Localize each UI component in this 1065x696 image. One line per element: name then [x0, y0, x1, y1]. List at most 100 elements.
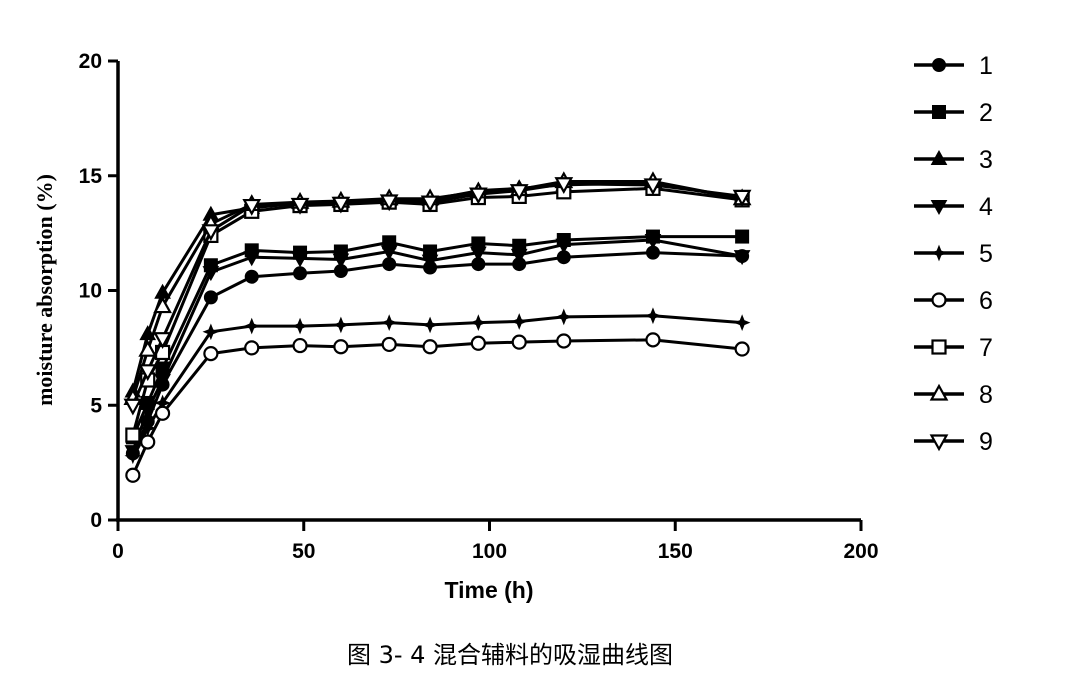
data-point-series-9 [123, 398, 143, 416]
data-point-series-6 [244, 340, 260, 356]
data-point-series-1 [293, 266, 308, 281]
data-point-series-5 [291, 317, 309, 335]
data-point-series-6 [645, 332, 661, 348]
legend-label: 9 [979, 428, 993, 456]
x-axis-title: Time (h) [444, 577, 533, 603]
data-point-series-6 [154, 405, 171, 421]
data-point-series-9 [153, 332, 172, 349]
legend-marker [932, 105, 946, 119]
data-point-series-9 [509, 184, 529, 201]
legend-label: 6 [979, 287, 993, 315]
data-point-series-9 [379, 194, 399, 212]
data-point-series-6 [125, 467, 141, 483]
data-point-series-5 [555, 308, 573, 326]
data-point-series-9 [468, 187, 488, 205]
legend-marker [930, 149, 948, 165]
data-point-series-9 [732, 189, 752, 207]
data-point-series-9 [420, 195, 440, 213]
data-point-series-5 [644, 307, 662, 325]
legend-item-3: 3 [914, 146, 993, 174]
data-point-series-5 [510, 313, 528, 330]
data-point-series-6 [203, 346, 219, 362]
x-tick-label: 200 [843, 540, 878, 563]
data-point-series-6 [422, 339, 438, 355]
data-point-series-4 [202, 266, 220, 282]
legend-label: 7 [979, 334, 993, 362]
data-point-series-6 [556, 333, 572, 349]
data-point-series-8 [138, 339, 158, 357]
series-4 [124, 234, 751, 461]
data-point-series-4 [380, 245, 398, 261]
series-line-5 [131, 314, 743, 457]
x-tick-label: 50 [292, 540, 315, 563]
series-layer [123, 171, 752, 483]
data-point-series-9 [242, 198, 262, 216]
legend-marker [931, 292, 947, 308]
series-line-4 [131, 238, 743, 452]
data-point-series-1 [203, 290, 218, 305]
data-point-series-6 [333, 339, 349, 355]
x-tick-label: 100 [472, 540, 507, 563]
legend-item-1: 1 [914, 52, 993, 80]
y-tick-label: 15 [79, 165, 103, 188]
series-line-9 [131, 182, 743, 406]
legend-marker [929, 434, 949, 452]
y-tick-label: 20 [79, 50, 102, 73]
legend-marker [930, 200, 948, 216]
legend-item-8: 8 [914, 381, 993, 409]
legend-marker [932, 58, 946, 72]
data-point-series-9 [643, 178, 663, 196]
data-point-series-6 [470, 335, 486, 351]
data-point-series-6 [381, 336, 397, 353]
data-point-series-6 [140, 434, 156, 450]
data-point-series-4 [421, 254, 439, 270]
data-point-series-4 [644, 234, 662, 250]
series-line-6 [131, 338, 743, 476]
legend-item-5: 5 [914, 240, 993, 268]
data-point-series-2 [735, 229, 750, 244]
legend-item-9: 9 [914, 428, 993, 456]
data-point-series-4 [555, 238, 573, 254]
y-axis-title: moisture absorption (%) [32, 174, 57, 406]
legend-item-6: 6 [914, 287, 993, 315]
series-9 [123, 177, 752, 416]
data-point-series-5 [421, 316, 439, 334]
data-point-series-6 [734, 341, 750, 357]
figure-caption: 图 3- 4 混合辅料的吸湿曲线图 [347, 641, 673, 669]
data-point-series-5 [380, 314, 398, 331]
data-point-series-9 [290, 197, 310, 215]
data-point-series-7 [125, 427, 141, 443]
series-6 [125, 332, 750, 483]
series-line-2 [131, 235, 743, 438]
data-point-series-9 [201, 224, 221, 242]
data-point-series-5 [332, 316, 350, 334]
legend-item-2: 2 [914, 99, 993, 127]
y-tick-label: 0 [90, 509, 102, 532]
y-tick-label: 5 [90, 394, 102, 417]
data-point-series-5 [124, 447, 142, 465]
x-tick-label: 0 [112, 540, 124, 563]
data-point-series-4 [291, 252, 309, 268]
data-point-series-6 [511, 334, 527, 350]
data-point-series-1 [244, 269, 259, 284]
data-point-series-4 [733, 250, 751, 266]
data-point-series-5 [470, 314, 487, 331]
data-point-series-4 [154, 374, 171, 390]
series-5 [124, 307, 751, 465]
data-point-series-9 [554, 177, 574, 195]
series-line-3 [131, 181, 743, 392]
series-line-7 [131, 186, 743, 436]
legend-label: 4 [979, 193, 993, 221]
legend-item-7: 7 [914, 334, 993, 362]
data-point-series-4 [332, 253, 350, 269]
data-point-series-5 [733, 314, 751, 331]
legend-marker [931, 339, 947, 355]
data-point-series-5 [202, 323, 220, 341]
legend-label: 8 [979, 381, 993, 409]
data-point-series-9 [331, 196, 351, 214]
legend-marker [930, 244, 948, 262]
y-tick-label: 10 [79, 280, 102, 303]
data-point-series-4 [243, 251, 261, 267]
legend-label: 5 [979, 240, 993, 268]
